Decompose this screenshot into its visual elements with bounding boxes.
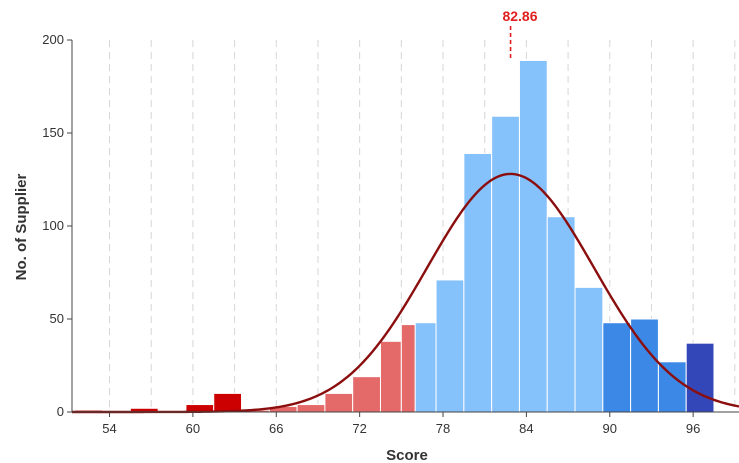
histogram-bar bbox=[602, 322, 632, 413]
x-axis-title: Score bbox=[386, 447, 428, 463]
histogram-bar bbox=[213, 392, 243, 413]
histogram-bar bbox=[379, 340, 402, 413]
histogram-bar bbox=[574, 286, 604, 413]
x-tick-label: 72 bbox=[352, 421, 366, 436]
y-tick-label: 200 bbox=[42, 32, 64, 47]
y-tick-label: 0 bbox=[57, 404, 64, 419]
y-tick-label: 150 bbox=[42, 125, 64, 140]
histogram-bar bbox=[324, 392, 354, 413]
histogram-bar bbox=[546, 216, 576, 413]
histogram-bar bbox=[414, 322, 437, 413]
histogram-bar bbox=[463, 152, 493, 413]
histogram-bar bbox=[400, 324, 416, 413]
x-tick-label: 54 bbox=[102, 421, 116, 436]
x-tick-label: 90 bbox=[603, 421, 617, 436]
histogram-bar bbox=[296, 404, 326, 413]
bars-layer bbox=[74, 59, 715, 413]
x-tick-label: 60 bbox=[186, 421, 200, 436]
histogram-bar bbox=[685, 342, 715, 413]
x-tick-label: 84 bbox=[519, 421, 533, 436]
x-tick-label: 66 bbox=[269, 421, 283, 436]
y-axis-title: No. of Supplier bbox=[13, 174, 30, 281]
histogram-bar bbox=[435, 279, 465, 413]
mean-label: 82.86 bbox=[502, 8, 537, 24]
histogram-bar bbox=[491, 115, 520, 413]
y-tick-label: 100 bbox=[42, 218, 64, 233]
histogram-bar bbox=[352, 376, 381, 413]
x-tick-label: 78 bbox=[436, 421, 450, 436]
grid-layer bbox=[109, 40, 736, 412]
labels-layer: Score No. of Supplier 82.86 bbox=[13, 8, 538, 463]
y-tick-label: 50 bbox=[50, 311, 64, 326]
x-tick-label: 96 bbox=[686, 421, 700, 436]
histogram-bar bbox=[657, 361, 687, 413]
histogram-bar bbox=[518, 59, 548, 413]
axes-layer: 0 50 100 150 200 54 60 66 72 78 84 90 96 bbox=[42, 32, 739, 436]
